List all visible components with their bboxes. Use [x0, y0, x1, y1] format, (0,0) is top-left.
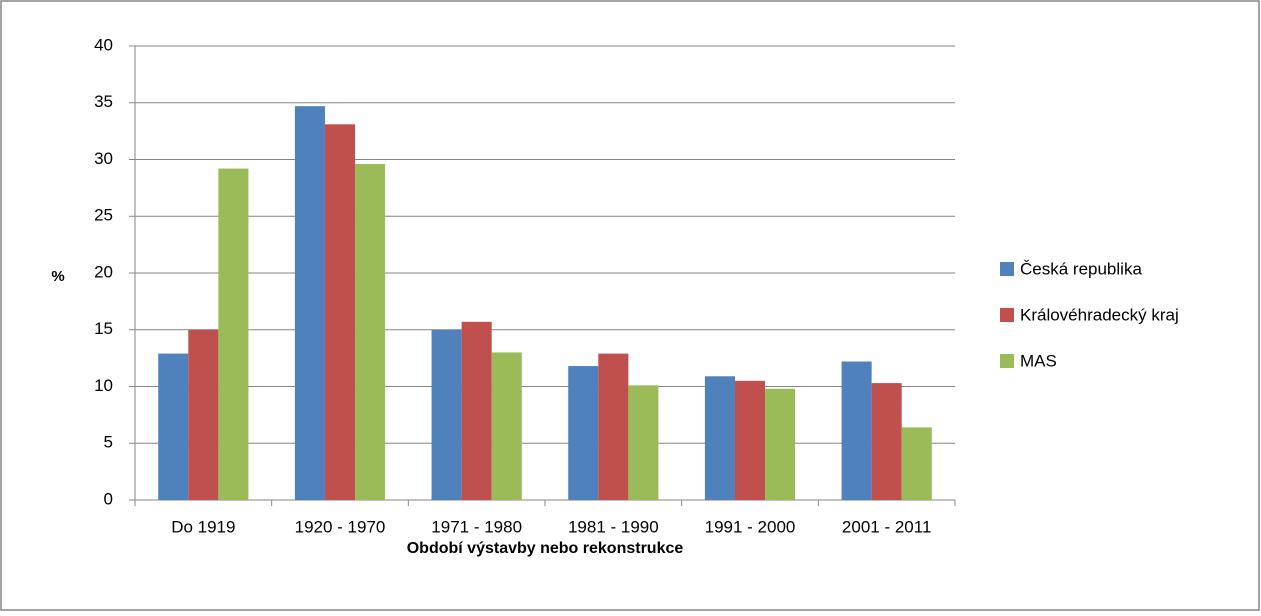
y-tick-label: 30	[94, 149, 113, 168]
y-axis-title: %	[51, 268, 64, 285]
bar	[324, 124, 356, 500]
bar	[568, 366, 599, 500]
x-axis-title: Období výstavby nebo rekonstrukce	[407, 540, 684, 557]
legend-label: Česká republika	[1020, 259, 1142, 278]
y-tick-label: 0	[104, 489, 113, 508]
legend-swatch	[1000, 262, 1014, 276]
legend-label: Královéhradecký kraj	[1020, 305, 1179, 324]
y-tick-label: 35	[94, 92, 113, 111]
x-tick-label: 1971 - 1980	[431, 517, 522, 536]
y-tick-label: 25	[94, 206, 113, 225]
legend-swatch	[1000, 308, 1014, 322]
bar	[158, 353, 189, 500]
bar	[461, 321, 492, 500]
bar	[734, 380, 766, 500]
legend-label: MAS	[1020, 351, 1057, 370]
y-tick-label: 20	[94, 262, 113, 281]
bar	[431, 329, 462, 500]
bar	[901, 427, 932, 500]
y-tick-label: 5	[104, 433, 113, 452]
y-tick-label: 10	[94, 376, 113, 395]
bar	[188, 329, 219, 500]
bar	[218, 168, 249, 500]
bar	[598, 353, 629, 500]
bar	[355, 164, 386, 501]
y-tick-label: 40	[94, 35, 113, 54]
y-tick-label: 15	[94, 319, 113, 338]
x-tick-label: Do 1919	[171, 517, 235, 536]
bar	[841, 361, 872, 500]
bar	[765, 388, 796, 500]
x-tick-label: 2001 - 2011	[842, 517, 931, 536]
bar	[294, 106, 325, 500]
legend-swatch	[1000, 354, 1014, 368]
bar	[491, 352, 522, 500]
bar	[628, 385, 659, 500]
x-tick-label: 1981 - 1990	[568, 517, 659, 536]
x-tick-label: 1920 - 1970	[295, 517, 386, 536]
bar	[704, 376, 735, 500]
bar	[871, 383, 902, 500]
x-tick-label: 1991 - 2000	[705, 517, 796, 536]
